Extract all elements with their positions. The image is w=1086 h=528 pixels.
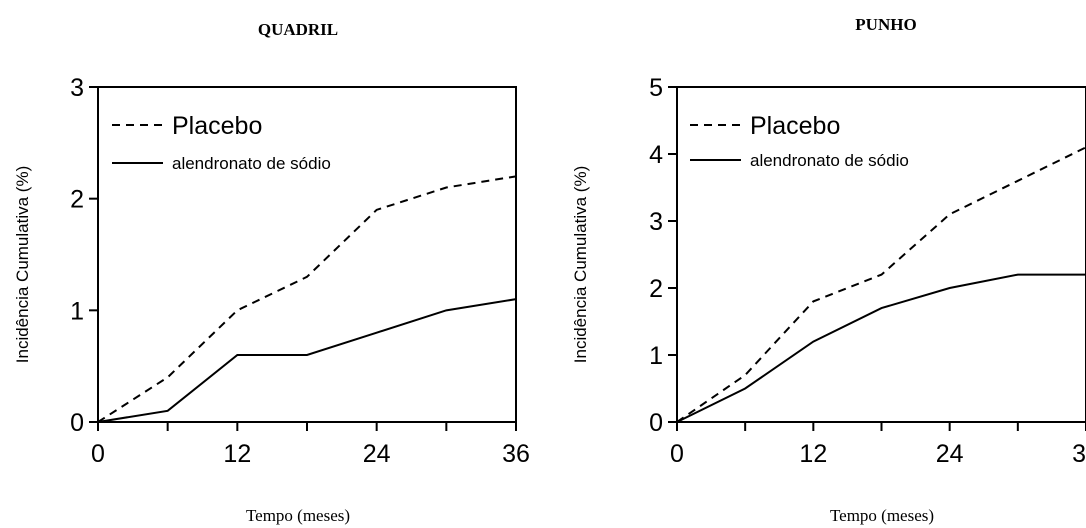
y-tick-label: 4 bbox=[649, 141, 663, 169]
legend-entry: Placebo bbox=[750, 112, 840, 140]
x-tick-label: 24 bbox=[363, 440, 391, 468]
x-tick-label: 0 bbox=[91, 440, 105, 468]
x-axis-label: Tempo (meses) bbox=[246, 506, 350, 525]
y-tick-label: 1 bbox=[649, 342, 663, 370]
x-tick-label: 0 bbox=[670, 440, 684, 468]
y-axis-label: Incidência Cumulativa (%) bbox=[571, 166, 590, 363]
y-tick-label: 2 bbox=[649, 275, 663, 303]
x-tick-label: 12 bbox=[799, 440, 827, 468]
y-tick-label: 1 bbox=[70, 297, 84, 325]
series-line-alendronato bbox=[676, 273, 1086, 423]
legend-entry: Placebo bbox=[172, 112, 262, 140]
plot-frame bbox=[676, 86, 1086, 423]
x-tick-label: 36 bbox=[502, 440, 530, 468]
legend-entry: alendronato de sódio bbox=[172, 154, 331, 173]
y-tick-label: 0 bbox=[70, 409, 84, 437]
plot-frame bbox=[97, 86, 517, 423]
series-line-alendronato bbox=[97, 298, 517, 423]
y-axis-label: Incidência Cumulativa (%) bbox=[13, 166, 32, 363]
series-line-placebo bbox=[97, 175, 517, 423]
x-tick-label: 12 bbox=[223, 440, 251, 468]
chart-1: PUNHO0122436012345Tempo (meses)Incidênci… bbox=[571, 15, 1086, 525]
chart-title: PUNHO bbox=[855, 15, 916, 34]
y-tick-label: 0 bbox=[649, 409, 663, 437]
y-tick-label: 2 bbox=[70, 186, 84, 214]
legend-entry: alendronato de sódio bbox=[750, 151, 909, 170]
x-tick-label: 36 bbox=[1072, 440, 1086, 468]
y-tick-label: 3 bbox=[649, 208, 663, 236]
chart-title: QUADRIL bbox=[258, 20, 338, 39]
x-axis-label: Tempo (meses) bbox=[830, 506, 934, 525]
x-tick-label: 24 bbox=[936, 440, 964, 468]
y-tick-label: 3 bbox=[70, 74, 84, 102]
series-line-placebo bbox=[676, 146, 1086, 423]
y-tick-label: 5 bbox=[649, 74, 663, 102]
